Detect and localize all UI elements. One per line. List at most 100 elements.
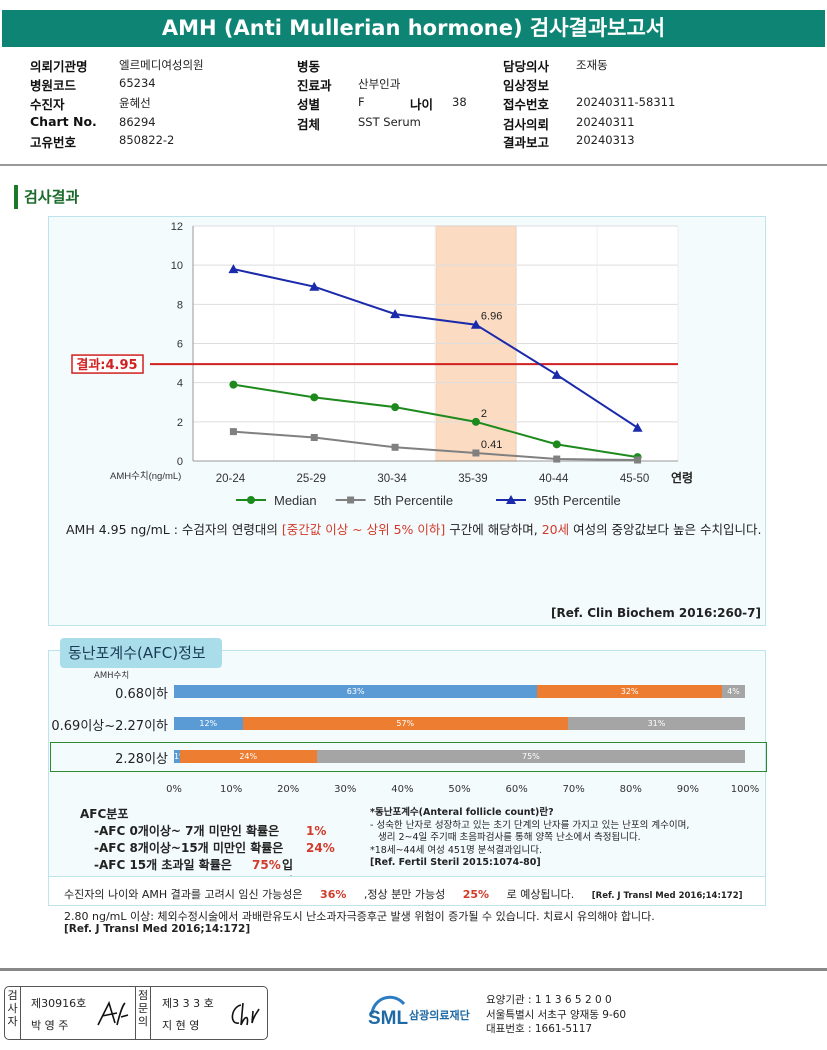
afc-segment-label: 24% <box>239 752 258 761</box>
afc-segment-blue: 12% <box>174 717 243 730</box>
info-value: 20240313 <box>576 133 635 147</box>
vertical-label-char: 문 <box>137 1002 149 1015</box>
marker-5th-percentile <box>391 443 399 451</box>
desc-range: [중간값 이상 ~ 상위 5% 이하] <box>281 522 446 537</box>
afc-distribution: AFC분포 -AFC 0개이상~ 7개 미만인 확률은 1% -AFC 8개이상~… <box>80 806 335 906</box>
info-label: 담당의사 <box>503 59 550 74</box>
afc-dist-row: -AFC 8개이상~15개 미만인 확률은 24% <box>80 840 335 857</box>
desc-age: 20세 <box>541 522 570 537</box>
y-tick-label: 12 <box>171 221 183 233</box>
org-phone: 대표번호 : 1661-5117 <box>486 1023 593 1035</box>
marker-95th-percentile <box>632 422 643 432</box>
y-tick-label: 4 <box>177 378 183 390</box>
x-tick-label: 20-24 <box>216 473 246 485</box>
preg-ref: [Ref. J Transl Med 2016;14:172] <box>591 891 743 901</box>
result-label: 결과:4.95 <box>76 357 137 373</box>
report-title: AMH (Anti Mullerian hormone) 검사결과보고서 <box>2 10 825 47</box>
x-axis-label: 연령 <box>671 470 693 485</box>
afc-segment-label: 12% <box>199 719 218 728</box>
preg-text: 로 예상됩니다. <box>506 888 575 901</box>
afc-segment-label: 63% <box>346 687 365 696</box>
section-title: 검사결과 <box>14 185 79 209</box>
marker-median <box>229 380 238 389</box>
pregnancy-text: 수진자의 나이와 AMH 결과를 고려시 임신 가능성은 36% ,정상 분만 … <box>64 886 743 902</box>
info-label: 의뢰기관명 <box>30 59 88 74</box>
marker-95th-percentile <box>309 281 320 291</box>
info-value: 65234 <box>119 76 156 90</box>
afc-amh-label: AMH수치 <box>94 671 130 681</box>
series-line-5th-percentile <box>233 430 638 462</box>
series-line-95th-percentile <box>233 268 639 429</box>
afc-dist-value: 24% <box>306 841 335 855</box>
vertical-label-char: 검 <box>7 989 18 1002</box>
afc-dist-text: -AFC 0개이상~ 7개 미만인 확률은 <box>94 824 280 838</box>
data-label: 2 <box>481 408 487 420</box>
amh-line-chart: 0 2 4 6 8 10 12 20-24 25-29 30-34 35-39 40-44 45-50 연… <box>71 221 693 508</box>
afc-bar: 1%24%75% <box>174 750 745 763</box>
afc-segment-label: 75% <box>521 752 540 761</box>
info-value: F <box>358 95 365 109</box>
info-label: 수진자 <box>30 97 65 112</box>
info-label: 결과보고 <box>503 135 550 150</box>
y-tick-label: 8 <box>177 299 183 311</box>
afc-dist-row: -AFC 0개이상~ 7개 미만인 확률은 1% <box>80 823 326 840</box>
afc-segment-label: 31% <box>647 719 666 728</box>
info-label: 진료과 <box>297 78 332 93</box>
legend-label: 95th Percentile <box>534 493 621 508</box>
x-tick-label: 25-29 <box>297 473 326 485</box>
preg-value: 36% <box>320 888 347 901</box>
info-value: 조재동 <box>576 58 608 72</box>
afc-bar: 63% 32% 4% <box>174 685 745 698</box>
marker-5th-percentile <box>472 449 480 457</box>
marker-95th-percentile <box>228 264 239 274</box>
legend-label: 5th Percentile <box>374 493 454 508</box>
legend-label: Median <box>274 493 317 508</box>
preg-text: 수진자의 나이와 AMH 결과를 고려시 임신 가능성은 <box>64 888 303 901</box>
afc-title: 동난포계수(AFC)정보 <box>60 638 222 668</box>
logo-text: SML <box>368 1008 409 1029</box>
vertical-label-char: 점 <box>137 989 149 1002</box>
info-value: 20240311-58311 <box>576 95 676 109</box>
checker-name: 지 현 영 <box>162 1019 200 1032</box>
marker-95th-percentile <box>470 319 481 329</box>
sml-logo-icon: SML <box>368 995 409 1029</box>
vertical-label-char: 의 <box>137 1015 149 1028</box>
info-value: 850822-2 <box>119 133 175 147</box>
marker-median <box>247 496 255 504</box>
y-axis-label: AMH수치(ng/mL) <box>110 470 181 482</box>
afc-bar: 12% 57% 31% <box>174 717 745 730</box>
checker-signature-icon <box>231 1002 260 1026</box>
info-value: SST Serum <box>358 115 421 129</box>
x-tick-label: 45-50 <box>620 473 649 485</box>
result-description: AMH 4.95 ng/mL : 수검자의 연령대의 [중간값 이상 ~ 상위 … <box>66 520 772 539</box>
x-tick-label: 40-44 <box>539 473 569 485</box>
x-tick-label: 35-39 <box>458 473 487 485</box>
afc-segment-gray: 31% <box>567 717 745 730</box>
info-value: 산부인과 <box>358 77 401 91</box>
afc-note-line: 생리 2~4일 주기때 초음파검사를 통해 양쪽 난소에서 측정됩니다. <box>378 832 641 843</box>
afc-axis-tick: 60% <box>505 784 528 795</box>
data-label: 6.96 <box>481 311 502 323</box>
marker-95th-percentile <box>390 309 401 319</box>
warning-ref: [Ref. J Transl Med 2016;14:172] <box>64 923 251 935</box>
vertical-label-char: 사 <box>7 1002 18 1015</box>
afc-dist-text: -AFC 15개 초과일 확률은 <box>94 858 232 872</box>
afc-segment-label: 32% <box>620 687 639 696</box>
result-label-box <box>71 354 144 374</box>
afc-axis-tick: 90% <box>676 784 700 795</box>
inspector-no: 제30916호 <box>31 997 87 1010</box>
marker-5th-percentile <box>347 496 355 504</box>
age-label: 나이 <box>410 97 434 112</box>
ohss-warning: 2.80 ng/mL 이상: 체외수정시술에서 과배란유도시 난소과자극증후군 … <box>64 910 655 923</box>
afc-segment-gray: 4% <box>721 685 745 698</box>
info-label: 검체 <box>297 117 321 132</box>
afc-dist-value: 75% <box>252 858 281 872</box>
marker-median <box>552 440 561 449</box>
org-address: 서울특별시 서초구 양재동 9-60 <box>486 1008 627 1021</box>
info-label: 접수번호 <box>503 97 550 112</box>
afc-segment-blue: 63% <box>174 685 538 698</box>
patient-info: 의뢰기관명 엘르메디여성의원 병원코드 65234 수진자 윤혜선 Chart … <box>0 54 827 154</box>
